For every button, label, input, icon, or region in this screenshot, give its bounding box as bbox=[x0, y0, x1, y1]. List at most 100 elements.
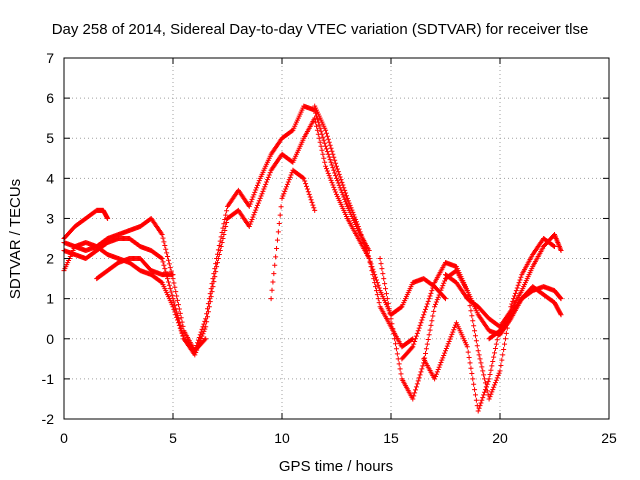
data-point bbox=[330, 165, 336, 171]
data-point bbox=[379, 266, 385, 272]
data-point bbox=[275, 229, 281, 235]
data-point bbox=[171, 306, 177, 312]
data-point bbox=[164, 250, 170, 256]
data-point bbox=[254, 185, 260, 191]
data-point bbox=[423, 350, 429, 356]
data-point bbox=[377, 256, 383, 262]
data-point bbox=[202, 337, 208, 343]
data-point bbox=[429, 318, 435, 324]
data-point bbox=[213, 269, 219, 275]
data-point bbox=[170, 304, 176, 310]
data-point bbox=[328, 159, 334, 165]
data-point bbox=[412, 390, 418, 396]
data-point bbox=[468, 308, 474, 314]
data-point bbox=[221, 221, 227, 227]
x-tick-label: 0 bbox=[60, 430, 68, 446]
data-point bbox=[175, 317, 181, 323]
y-tick-label: 4 bbox=[46, 170, 54, 186]
data-point bbox=[332, 170, 338, 176]
data-point bbox=[287, 174, 293, 180]
data-point bbox=[423, 306, 429, 312]
data-point bbox=[326, 154, 332, 160]
data-point bbox=[202, 326, 208, 332]
data-point bbox=[327, 175, 333, 181]
data-point bbox=[327, 157, 333, 163]
data-point bbox=[329, 148, 335, 154]
data-point bbox=[328, 177, 334, 183]
data-point bbox=[324, 133, 330, 139]
data-point bbox=[158, 255, 164, 261]
data-point bbox=[210, 284, 216, 290]
data-point bbox=[502, 341, 508, 347]
data-point bbox=[281, 191, 287, 197]
data-point bbox=[452, 324, 458, 330]
data-point bbox=[433, 371, 439, 377]
data-point bbox=[390, 326, 396, 332]
data-point bbox=[167, 265, 173, 271]
data-point bbox=[313, 119, 319, 125]
data-point bbox=[467, 303, 473, 309]
data-point bbox=[491, 384, 497, 390]
data-point bbox=[250, 194, 256, 200]
data-point bbox=[503, 330, 509, 336]
data-point bbox=[424, 341, 430, 347]
data-point bbox=[427, 293, 433, 299]
data-point bbox=[365, 253, 371, 259]
data-point bbox=[364, 250, 370, 256]
data-point bbox=[251, 212, 257, 218]
data-point bbox=[289, 128, 295, 134]
data-point bbox=[440, 283, 446, 289]
data-point bbox=[492, 382, 498, 388]
data-point bbox=[354, 221, 360, 227]
data-point bbox=[336, 171, 342, 177]
data-point bbox=[444, 343, 450, 349]
data-point bbox=[372, 272, 378, 278]
data-point bbox=[426, 296, 432, 302]
data-point bbox=[475, 348, 481, 354]
data-point bbox=[512, 293, 518, 299]
data-point bbox=[180, 333, 186, 339]
data-point bbox=[394, 351, 400, 357]
data-point bbox=[334, 163, 339, 169]
data-point bbox=[451, 327, 457, 333]
data-point bbox=[326, 139, 332, 145]
data-point bbox=[268, 296, 274, 302]
y-tick-label: 0 bbox=[46, 331, 54, 347]
data-point bbox=[438, 287, 444, 293]
data-point bbox=[337, 174, 343, 180]
data-point bbox=[172, 284, 178, 290]
data-point bbox=[415, 378, 421, 384]
data-point bbox=[159, 256, 165, 262]
data-point bbox=[340, 192, 346, 198]
data-point bbox=[447, 336, 453, 342]
data-point bbox=[418, 369, 424, 375]
data-point bbox=[371, 269, 377, 275]
data-point bbox=[431, 308, 437, 314]
y-tick-label: -1 bbox=[42, 371, 55, 387]
data-point bbox=[363, 245, 369, 251]
data-point bbox=[105, 215, 111, 221]
data-point bbox=[445, 341, 451, 347]
data-point bbox=[482, 389, 488, 395]
data-point bbox=[411, 393, 417, 399]
data-point bbox=[331, 154, 337, 160]
data-point bbox=[175, 297, 181, 303]
grid-lines bbox=[64, 58, 609, 419]
data-point bbox=[383, 291, 389, 297]
data-point bbox=[304, 186, 310, 192]
data-point bbox=[442, 278, 448, 284]
data-point bbox=[249, 216, 255, 222]
data-point bbox=[224, 219, 230, 225]
data-point bbox=[322, 140, 328, 146]
data-point bbox=[391, 331, 397, 337]
data-point bbox=[215, 256, 221, 262]
data-point bbox=[518, 274, 524, 280]
data-point bbox=[480, 368, 486, 374]
data-point bbox=[369, 264, 375, 270]
data-point bbox=[376, 300, 382, 306]
data-point bbox=[257, 195, 263, 201]
data-point bbox=[286, 177, 292, 183]
data-point bbox=[330, 151, 336, 157]
data-point bbox=[375, 296, 381, 302]
data-point bbox=[316, 122, 322, 128]
